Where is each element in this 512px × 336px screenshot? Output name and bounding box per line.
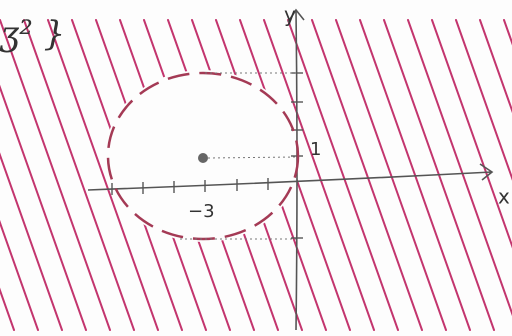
hatch-line xyxy=(191,19,303,331)
hatch-line xyxy=(0,19,111,331)
shaded-region xyxy=(0,19,512,331)
x-ticks xyxy=(111,178,269,195)
hatch-line xyxy=(407,19,512,317)
hatch-line xyxy=(479,19,512,114)
hatch-line xyxy=(0,219,39,331)
hatch-line xyxy=(95,19,207,331)
hatch-line xyxy=(119,19,231,331)
guide-lines xyxy=(180,72,297,240)
hatch-line xyxy=(0,152,63,331)
hatch-line xyxy=(287,19,399,331)
annotation: ʒ² } xyxy=(0,14,65,54)
hatch-line xyxy=(143,19,255,331)
y-label: y xyxy=(284,3,296,27)
center-point xyxy=(198,153,208,163)
hatch-line xyxy=(263,19,375,331)
hatch-line xyxy=(71,19,183,331)
hatch-line xyxy=(215,19,327,331)
hatch-line xyxy=(0,84,87,331)
boundary-circle xyxy=(106,71,300,241)
hatch-line xyxy=(23,19,135,331)
hatch-line xyxy=(335,19,447,331)
center-y-label: 1 xyxy=(310,139,321,160)
center-x-label: −3 xyxy=(188,201,215,222)
hatch-line xyxy=(47,19,159,331)
hatch-line xyxy=(455,19,512,181)
hatch-line xyxy=(167,19,279,331)
x-axis xyxy=(87,163,494,191)
hatch-line xyxy=(311,19,423,331)
x-label: x xyxy=(498,185,510,209)
hatch-line xyxy=(359,19,471,331)
